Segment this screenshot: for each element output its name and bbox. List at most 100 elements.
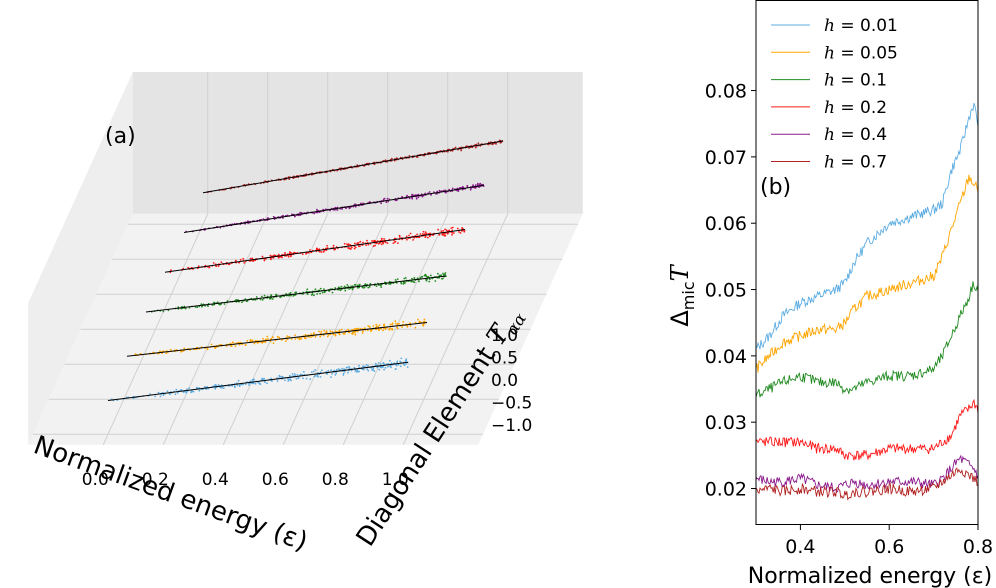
- legend-entry: h = 0.05: [824, 43, 898, 63]
- scatter-point: [372, 367, 375, 369]
- scatter-point: [354, 205, 357, 208]
- scatter-point: [403, 277, 406, 280]
- scatter-point: [301, 253, 304, 256]
- scatter-point: [399, 365, 402, 368]
- scatter-point: [424, 231, 427, 234]
- scatter-point: [343, 371, 346, 373]
- scatter-point: [242, 257, 245, 260]
- scatter-point: [330, 376, 332, 378]
- scatter-point: [380, 237, 383, 240]
- scatter-point: [339, 289, 342, 292]
- scatter-point: [342, 332, 345, 335]
- scatter-point: [358, 245, 360, 248]
- scatter-point: [412, 239, 414, 241]
- y-tick-label: 0.03: [705, 412, 747, 434]
- scatter-point: [375, 325, 378, 328]
- scatter-point: [336, 209, 339, 211]
- scatter-point: [399, 360, 401, 363]
- scatter-point: [340, 328, 343, 331]
- scatter-point: [361, 332, 364, 334]
- scatter-point: [383, 197, 386, 200]
- scatter-point: [357, 284, 360, 287]
- scatter-point: [290, 255, 292, 258]
- scatter-point: [282, 217, 284, 219]
- y-tick-label: 0.07: [705, 147, 747, 169]
- scatter-point: [394, 279, 397, 281]
- scatter-point: [281, 339, 283, 341]
- scatter-point: [261, 299, 264, 301]
- scatter-point: [279, 296, 282, 299]
- scatter-point: [270, 258, 272, 261]
- panel-a-label: (a): [105, 124, 136, 149]
- scatter-point: [403, 281, 406, 284]
- scatter-point: [188, 387, 191, 390]
- scatter-point: [288, 374, 291, 377]
- scatter-point: [410, 280, 413, 283]
- scatter-point: [424, 235, 427, 238]
- scatter-point: [270, 337, 273, 340]
- scatter-point: [263, 259, 266, 262]
- scatter-point: [272, 336, 274, 339]
- scatter-point: [264, 338, 267, 341]
- scatter-point: [347, 371, 349, 374]
- scatter-point: [406, 194, 408, 197]
- scatter-point: [306, 288, 309, 291]
- scatter-point: [446, 232, 449, 235]
- scatter-point: [441, 277, 443, 280]
- scatter-point: [248, 384, 250, 386]
- scatter-point: [231, 385, 234, 387]
- scatter-point: [451, 226, 454, 229]
- scatter-point: [205, 388, 208, 390]
- scatter-point: [499, 141, 502, 144]
- fit-line-3: [164, 229, 466, 273]
- scatter-point: [396, 278, 399, 280]
- scatter-point: [305, 290, 308, 293]
- scatter-point: [328, 290, 331, 292]
- scatter-point: [461, 185, 464, 188]
- panel-b-x-axis-label: Normalized energy (ε): [748, 564, 992, 588]
- scatter-point: [287, 255, 290, 258]
- panel-b-y-axis-label-suffix: T: [666, 263, 694, 281]
- scatter-point: [375, 323, 378, 326]
- scatter-point: [195, 386, 198, 389]
- scatter-point: [408, 234, 410, 237]
- scatter-point: [181, 350, 183, 353]
- scatter-point: [458, 231, 460, 233]
- scatter-point: [310, 294, 313, 296]
- scatter-point: [207, 305, 209, 307]
- scatter-point: [239, 258, 242, 261]
- scatter-point: [390, 362, 393, 365]
- scatter-point: [343, 285, 346, 288]
- scatter-point: [272, 256, 275, 259]
- scatter-point: [288, 335, 291, 338]
- scatter-point: [251, 339, 254, 342]
- scatter-point: [354, 333, 357, 336]
- scatter-point: [272, 215, 275, 218]
- scatter-point: [348, 331, 351, 334]
- scatter-point: [366, 368, 369, 371]
- scatter-point: [354, 203, 356, 206]
- scatter-point: [272, 342, 275, 344]
- scatter-point: [318, 330, 320, 333]
- scatter-point: [429, 232, 431, 235]
- z-tick-label: 1.0: [491, 326, 518, 346]
- scatter-point: [383, 368, 385, 371]
- panel-b-y-axis-label-sub: mic: [679, 281, 698, 310]
- y-tick-label: 0.06: [705, 213, 747, 235]
- legend-symbol: h: [824, 153, 835, 173]
- scatter-point: [310, 336, 312, 338]
- scatter-point: [371, 240, 373, 242]
- scatter-point: [414, 321, 417, 324]
- 3d-tick-labels: 0.0 0.2 0.4 0.6 0.8 1.0−1.0−0.50.00.51.0: [82, 326, 533, 490]
- scatter-point: [244, 344, 247, 346]
- scatter-point: [418, 280, 420, 283]
- scatter-point: [302, 370, 305, 373]
- x-tick-label: 0.6: [874, 536, 904, 558]
- scatter-point: [411, 277, 413, 280]
- scatter-point: [397, 242, 399, 245]
- scatter-point: [415, 197, 418, 200]
- scatter-point: [416, 156, 419, 159]
- scatter-point: [319, 335, 322, 338]
- scatter-point: [304, 333, 307, 336]
- scatter-point: [276, 335, 279, 338]
